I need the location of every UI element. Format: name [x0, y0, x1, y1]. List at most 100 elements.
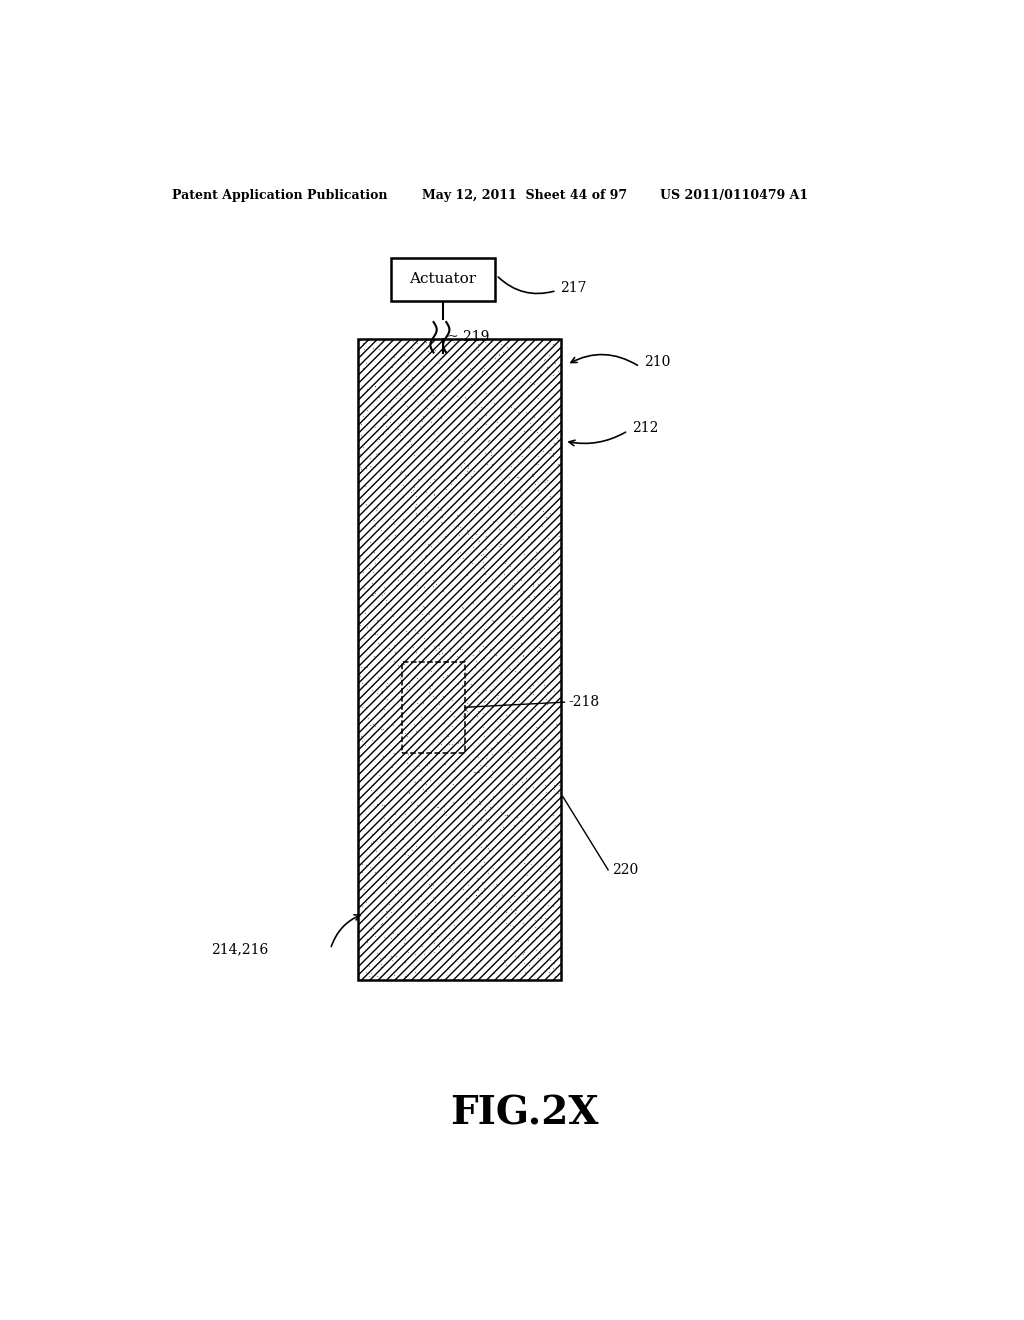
Point: [429, 496, 445, 517]
Point: [392, 383, 409, 404]
Point: [492, 577, 508, 598]
Point: [450, 543, 466, 564]
Point: [358, 657, 375, 678]
Point: [397, 928, 414, 949]
Point: [378, 873, 394, 894]
Point: [387, 525, 403, 546]
Point: [485, 803, 502, 824]
Point: [479, 430, 496, 451]
Point: [543, 581, 559, 602]
Point: [475, 647, 492, 668]
Point: [517, 742, 534, 763]
Point: [355, 517, 372, 539]
Point: [443, 734, 460, 755]
Point: [489, 684, 506, 705]
Point: [379, 688, 395, 709]
Point: [360, 337, 377, 358]
Point: [407, 944, 423, 965]
Point: [436, 711, 453, 733]
Point: [368, 715, 384, 737]
Point: [378, 590, 394, 611]
Point: [531, 583, 548, 605]
Point: [400, 375, 417, 396]
Point: [357, 734, 374, 755]
Point: [371, 459, 387, 480]
Point: [472, 855, 488, 876]
Point: [373, 519, 389, 540]
Point: [389, 655, 406, 676]
Point: [399, 726, 416, 747]
Point: [540, 894, 556, 915]
Point: [501, 428, 517, 449]
Point: [423, 536, 439, 557]
Point: [545, 541, 561, 562]
Point: [365, 824, 381, 845]
Point: [377, 355, 393, 376]
Point: [509, 560, 525, 581]
Point: [462, 711, 478, 733]
Point: [419, 755, 435, 776]
Point: [420, 341, 436, 362]
Point: [435, 581, 452, 602]
Point: [419, 506, 435, 527]
Point: [494, 330, 510, 351]
Point: [354, 541, 371, 562]
Point: [353, 511, 370, 532]
Point: [470, 681, 486, 702]
Point: [479, 751, 496, 772]
Point: [468, 849, 484, 870]
Point: [434, 667, 451, 688]
Point: [376, 808, 392, 829]
Point: [527, 717, 544, 738]
Point: [509, 807, 525, 828]
Point: [374, 715, 390, 737]
Point: [532, 638, 549, 659]
Point: [369, 965, 385, 986]
Point: [464, 925, 480, 946]
Point: [478, 570, 495, 591]
Point: [529, 421, 546, 442]
Point: [515, 853, 531, 874]
Point: [409, 917, 425, 939]
Point: [449, 385, 465, 407]
Point: [378, 416, 394, 437]
Point: [506, 882, 522, 903]
Point: [515, 645, 531, 667]
Point: [364, 573, 380, 594]
Text: Patent Application Publication: Patent Application Publication: [172, 189, 387, 202]
Point: [504, 684, 520, 705]
Point: [364, 833, 380, 854]
Point: [523, 853, 540, 874]
Point: [385, 395, 401, 416]
Point: [460, 898, 476, 919]
Point: [429, 359, 445, 380]
Point: [401, 673, 418, 694]
Point: [474, 772, 490, 793]
Point: [362, 780, 379, 801]
Point: [433, 396, 450, 417]
Point: [498, 902, 514, 923]
Point: [534, 414, 550, 436]
Point: [444, 774, 461, 795]
Point: [353, 853, 370, 874]
Point: [546, 680, 562, 701]
Point: [413, 770, 429, 791]
Point: [456, 948, 472, 969]
Point: [522, 832, 539, 853]
Point: [440, 549, 457, 570]
Point: [487, 917, 504, 939]
Point: [366, 883, 382, 904]
Point: [490, 964, 507, 985]
Point: [408, 504, 424, 525]
Point: [460, 953, 476, 974]
Point: [398, 370, 415, 391]
Point: [515, 644, 531, 665]
Point: [460, 458, 476, 479]
Point: [483, 767, 500, 788]
Point: [450, 673, 466, 694]
Point: [546, 459, 562, 480]
Point: [510, 466, 526, 487]
Text: -218: -218: [568, 696, 600, 709]
Point: [441, 550, 458, 572]
Point: [352, 444, 369, 465]
